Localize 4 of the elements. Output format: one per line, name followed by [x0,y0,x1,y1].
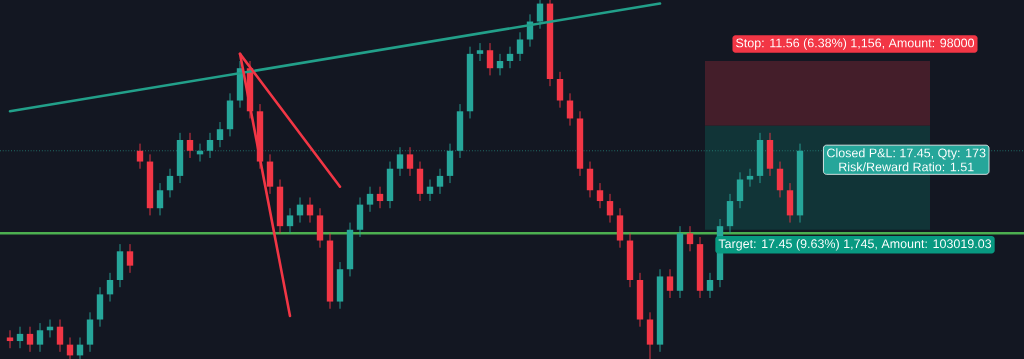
annotation: Closed P&L: 17.45, Qty: 173 [827,148,986,160]
band-label: Stop: 11.56 (6.38%) 1,156, Amount: 98000 [736,38,975,50]
band-label: Target: 17.45 (9.63%) 1,745, Amount: 103019.03 [718,238,992,251]
annotation: Risk/Reward Ratio: 1.51 [839,162,974,172]
